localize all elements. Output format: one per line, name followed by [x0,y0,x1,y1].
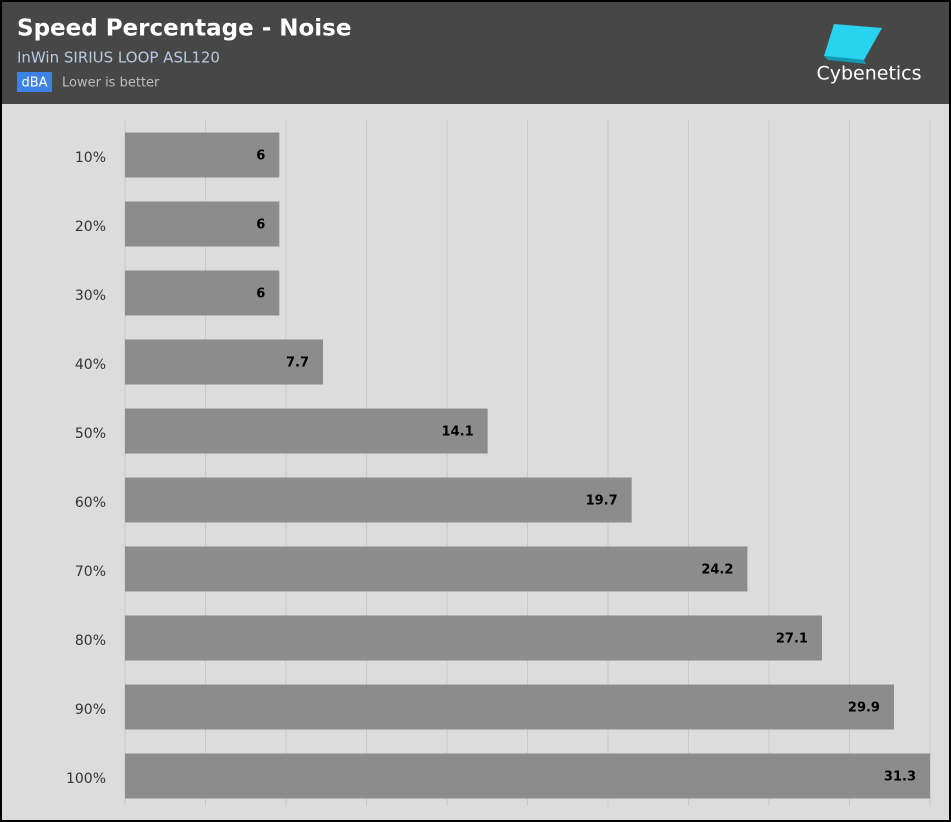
y-tick-label: 40% [75,357,106,373]
value-label: 7.7 [286,356,309,371]
value-label: 6 [256,287,265,302]
y-tick-label: 30% [75,288,106,304]
header-band [2,2,949,104]
value-label: 24.2 [701,563,733,578]
value-label: 27.1 [776,632,808,647]
value-label: 29.9 [848,701,880,716]
bar [125,408,488,454]
unit-badge [17,72,52,92]
chart-title: Speed Percentage - Noise [17,16,351,42]
chart-subtitle: InWin SIRIUS LOOP ASL120 [17,49,220,67]
bar [125,684,894,730]
bar [125,477,632,523]
value-label: 31.3 [884,770,916,785]
unit-label: dBA [21,76,47,91]
y-tick-label: 80% [75,633,106,649]
value-label: 19.7 [586,494,618,509]
bar [125,132,280,178]
bar [125,201,280,247]
y-tick-label: 90% [75,702,106,718]
bar [125,270,280,316]
y-tick-label: 60% [75,495,106,511]
bar [125,546,748,592]
y-tick-label: 100% [66,771,106,787]
value-label: 6 [256,218,265,233]
y-tick-label: 10% [75,150,106,166]
y-tick-label: 20% [75,219,106,235]
value-label: 6 [256,149,265,164]
value-label: 14.1 [442,425,474,440]
logo-shape [824,24,882,60]
bar [125,339,324,385]
logo-shape-edge [824,56,866,64]
note: Lower is better [62,76,160,91]
logo-text: Cybenetics [816,63,921,85]
y-tick-label: 70% [75,564,106,580]
bar [125,615,822,661]
y-tick-label: 50% [75,426,106,442]
bar [125,753,930,799]
